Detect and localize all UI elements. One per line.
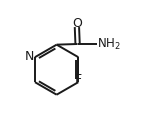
Text: O: O bbox=[72, 17, 82, 30]
Text: F: F bbox=[75, 73, 82, 86]
Text: NH$_2$: NH$_2$ bbox=[97, 36, 121, 51]
Text: N: N bbox=[25, 50, 35, 63]
